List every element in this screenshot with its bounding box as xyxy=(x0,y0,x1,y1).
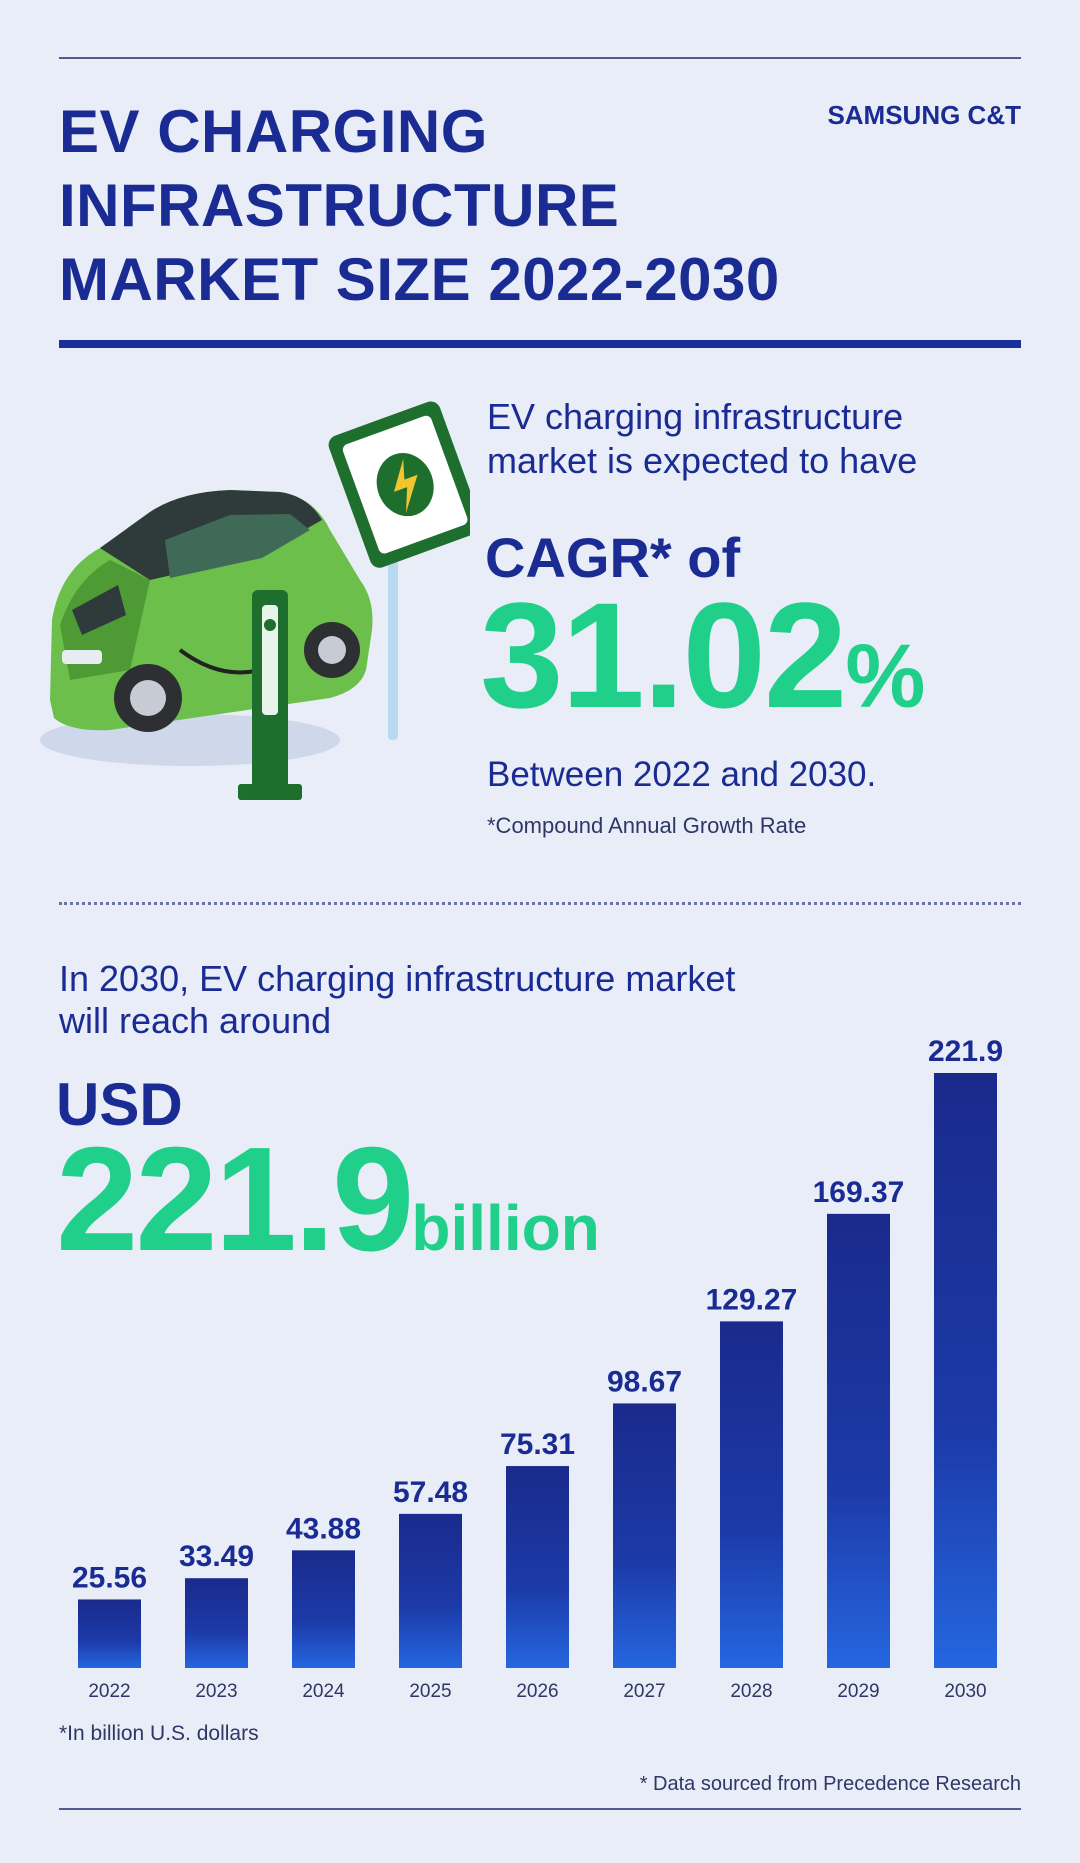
cagr-intro: EV charging infrastructure market is exp… xyxy=(487,395,1047,483)
x-tick-label: 2024 xyxy=(302,1681,345,1702)
x-tick-label: 2023 xyxy=(195,1681,237,1702)
x-tick-label: 2026 xyxy=(516,1681,558,1702)
forecast-intro-line: will reach around xyxy=(59,1000,332,1041)
x-tick-label: 2027 xyxy=(623,1681,665,1702)
forecast-intro-line: In 2030, EV charging infrastructure mark… xyxy=(59,958,736,999)
bar-value-label: 221.9 xyxy=(928,1035,1003,1068)
bar-value-label: 75.31 xyxy=(500,1428,575,1461)
cagr-number: 31.02 xyxy=(480,571,847,739)
cagr-footnote: *Compound Annual Growth Rate xyxy=(487,813,807,838)
cagr-intro-line: market is expected to have xyxy=(487,440,918,481)
title-underline xyxy=(59,340,1021,348)
bar-2029 xyxy=(827,1213,890,1668)
x-tick-label: 2030 xyxy=(944,1681,986,1702)
bar-value-label: 43.88 xyxy=(286,1512,361,1545)
x-tick-label: 2025 xyxy=(409,1681,451,1702)
forecast-number: 221.9 xyxy=(56,1117,414,1282)
brand-logo: SAMSUNG C&T xyxy=(827,100,1021,130)
bar-value-label: 25.56 xyxy=(72,1561,147,1594)
bar-2025 xyxy=(399,1513,462,1668)
cagr-period: Between 2022 and 2030. xyxy=(487,755,877,794)
title-line: MARKET SIZE 2022-2030 xyxy=(59,246,780,313)
bar-value-label: 129.27 xyxy=(706,1283,798,1316)
cagr-unit: % xyxy=(845,627,925,727)
charging-station-icon xyxy=(238,590,302,800)
top-rule xyxy=(59,57,1021,59)
cagr-label: CAGR* of xyxy=(485,526,741,589)
bottom-rule xyxy=(59,1808,1021,1810)
x-tick-label: 2028 xyxy=(730,1681,772,1702)
title-line: INFRASTRUCTURE xyxy=(59,172,620,239)
source-note: * Data sourced from Precedence Research xyxy=(639,1773,1021,1795)
unit-note: *In billion U.S. dollars xyxy=(59,1722,259,1745)
bar-2026 xyxy=(506,1466,569,1668)
forecast-unit: billion xyxy=(411,1192,600,1264)
bar-value-label: 98.67 xyxy=(607,1365,682,1398)
section-divider xyxy=(59,902,1021,905)
forecast-currency: USD xyxy=(56,1071,183,1138)
bar-2030 xyxy=(934,1073,997,1668)
cagr-value: 31.02% xyxy=(480,580,925,752)
bar-2027 xyxy=(613,1403,676,1668)
bar-2022 xyxy=(78,1599,141,1668)
bar-value-label: 57.48 xyxy=(393,1476,468,1509)
ev-car-icon xyxy=(50,490,373,732)
bar-value-label: 169.37 xyxy=(813,1176,905,1209)
title-line: EV CHARGING xyxy=(59,98,488,165)
bar-value-label: 33.49 xyxy=(179,1540,254,1573)
page-title: EV CHARGING INFRASTRUCTURE MARKET SIZE 2… xyxy=(59,95,959,317)
forecast-value: 221.9billion xyxy=(56,1125,600,1303)
cagr-intro-line: EV charging infrastructure xyxy=(487,396,904,437)
forecast-intro: In 2030, EV charging infrastructure mark… xyxy=(59,958,959,1042)
bar-2024 xyxy=(292,1550,355,1668)
x-tick-label: 2022 xyxy=(88,1681,130,1702)
bar-2028 xyxy=(720,1321,783,1668)
bar-2023 xyxy=(185,1578,248,1668)
sign-pole xyxy=(388,540,398,740)
charging-sign-icon xyxy=(328,401,470,568)
x-tick-label: 2029 xyxy=(837,1681,879,1702)
ev-car-charging-illustration xyxy=(40,401,470,800)
